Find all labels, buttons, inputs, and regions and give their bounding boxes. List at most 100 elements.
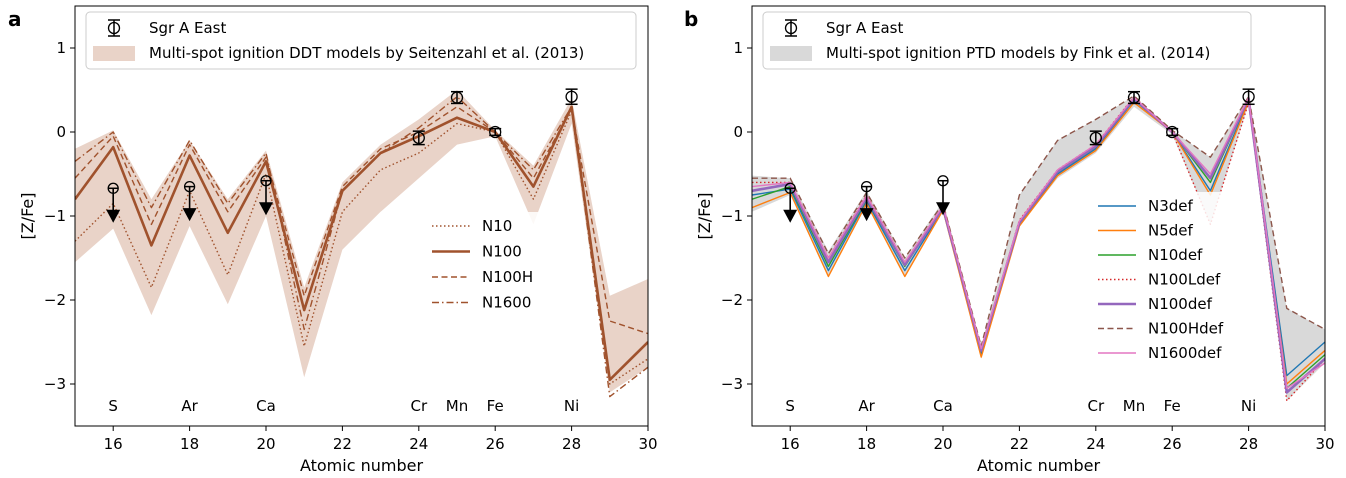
x-axis-label: Atomic number: [300, 456, 424, 475]
element-label: Ar: [181, 397, 198, 415]
series-line-N10: [75, 110, 648, 385]
observation-point: [1089, 131, 1102, 145]
y-tick-label: 0: [733, 123, 743, 141]
observation-point: [784, 182, 796, 194]
series-line-N1600def: [752, 96, 1325, 389]
series-line-N100Ldef: [752, 96, 1325, 402]
y-axis-label: [Z/Fe]: [18, 192, 37, 239]
x-tick-label: 28: [562, 435, 581, 453]
panel-label: a: [8, 7, 22, 31]
legend-errorbar-circle: [784, 21, 798, 35]
upper-limit-arrowhead: [783, 209, 798, 223]
y-tick-label: 1: [733, 39, 743, 57]
observation-point: [260, 175, 272, 187]
x-tick-label: 16: [104, 435, 123, 453]
element-label: Cr: [1087, 397, 1104, 415]
legend-label: Sgr A East: [826, 19, 903, 37]
legend-errorbar-circle: [107, 21, 121, 35]
legend-series-box: [420, 212, 555, 322]
y-tick-label: 0: [56, 123, 66, 141]
y-tick-label: −1: [44, 207, 66, 225]
panel-a: 16 18 20 22 24 26 28 30 −3 −2 −1 0 1 Atomic number [Z/…: [8, 5, 658, 475]
element-label: Ca: [256, 397, 276, 415]
legend-series-label: N1600: [482, 294, 531, 312]
legend-series-label: N5def: [1148, 222, 1194, 240]
legend-series-label: N1600def: [1148, 344, 1222, 362]
x-tick-label: 20: [933, 435, 952, 453]
observation-point: [565, 90, 578, 103]
series-line-N1600: [75, 96, 648, 398]
legend-band-swatch: [93, 46, 135, 61]
upper-limit-arrowhead: [106, 209, 121, 223]
y-tick-label: −3: [721, 375, 743, 393]
y-tick-label: −1: [721, 207, 743, 225]
y-tick-label: −2: [44, 291, 66, 309]
element-label: Fe: [1164, 397, 1181, 415]
legend-series-label: N10def: [1148, 246, 1203, 264]
upper-limit-arrowhead: [936, 202, 950, 216]
upper-limit-arrowhead: [259, 202, 273, 216]
element-label: Ca: [933, 397, 953, 415]
series-line-N5def: [752, 101, 1325, 385]
element-label: Ni: [1241, 397, 1256, 415]
legend-label: Multi-spot ignition PTD models by Fink e…: [826, 44, 1210, 62]
element-label: S: [108, 397, 118, 415]
observation-point: [860, 180, 873, 193]
x-tick-label: 18: [857, 435, 876, 453]
element-label: S: [785, 397, 795, 415]
legend-series-label: N3def: [1148, 197, 1194, 215]
panel-b: 16 18 20 22 24 26 28 30 −3 −2 −1 0 1 Atomic number [Z/…: [684, 5, 1335, 475]
element-label: Cr: [410, 397, 427, 415]
observation-point: [183, 180, 196, 193]
x-tick-label: 20: [256, 435, 275, 453]
series-line-N100Hdef: [752, 95, 1325, 347]
series-line-N100H: [75, 106, 648, 335]
legend-series-label: N10: [482, 217, 512, 235]
legend-series-label: N100def: [1148, 295, 1213, 313]
x-tick-label: 30: [1315, 435, 1334, 453]
x-tick-label: 18: [180, 435, 199, 453]
observation-point: [1166, 125, 1179, 139]
x-tick-label: 22: [1010, 435, 1029, 453]
observation-point: [1127, 91, 1141, 104]
element-label: Mn: [1123, 397, 1145, 415]
element-label: Mn: [446, 397, 468, 415]
x-tick-label: 28: [1239, 435, 1258, 453]
element-label: Fe: [487, 397, 504, 415]
legend-series-label: N100Ldef: [1148, 271, 1221, 289]
observation-point: [489, 125, 502, 139]
x-tick-label: 30: [638, 435, 657, 453]
y-tick-label: −2: [721, 291, 743, 309]
y-tick-label: 1: [56, 39, 66, 57]
x-tick-label: 26: [1163, 435, 1182, 453]
observation-point: [937, 175, 949, 187]
model-band: [75, 90, 648, 393]
x-tick-label: 16: [781, 435, 800, 453]
upper-limit-arrowhead: [859, 208, 874, 222]
observation-point: [1242, 90, 1255, 103]
legend-series-label: N100Hdef: [1148, 320, 1224, 338]
legend-label: Sgr A East: [149, 19, 226, 37]
element-label: Ni: [564, 397, 579, 415]
legend-top-box: [85, 11, 637, 70]
series-line-N100def: [752, 97, 1325, 394]
element-label: Ar: [858, 397, 875, 415]
observation-point: [450, 91, 464, 104]
legend-top-box: [762, 11, 1252, 70]
legend-series-label: N100H: [482, 268, 533, 286]
x-tick-label: 24: [1086, 435, 1105, 453]
legend-series-label: N100: [482, 243, 522, 261]
legend-series-box: [1086, 192, 1246, 372]
legend-band-swatch: [770, 46, 812, 61]
observation-point: [412, 131, 425, 145]
y-axis-label: [Z/Fe]: [695, 192, 714, 239]
plot-area: [752, 95, 1325, 402]
y-tick-label: −3: [44, 375, 66, 393]
upper-limit-arrowhead: [182, 208, 197, 222]
panel-label: b: [684, 7, 698, 31]
x-tick-label: 26: [486, 435, 505, 453]
observation-point: [107, 182, 119, 194]
x-tick-label: 22: [333, 435, 352, 453]
x-axis-label: Atomic number: [977, 456, 1101, 475]
